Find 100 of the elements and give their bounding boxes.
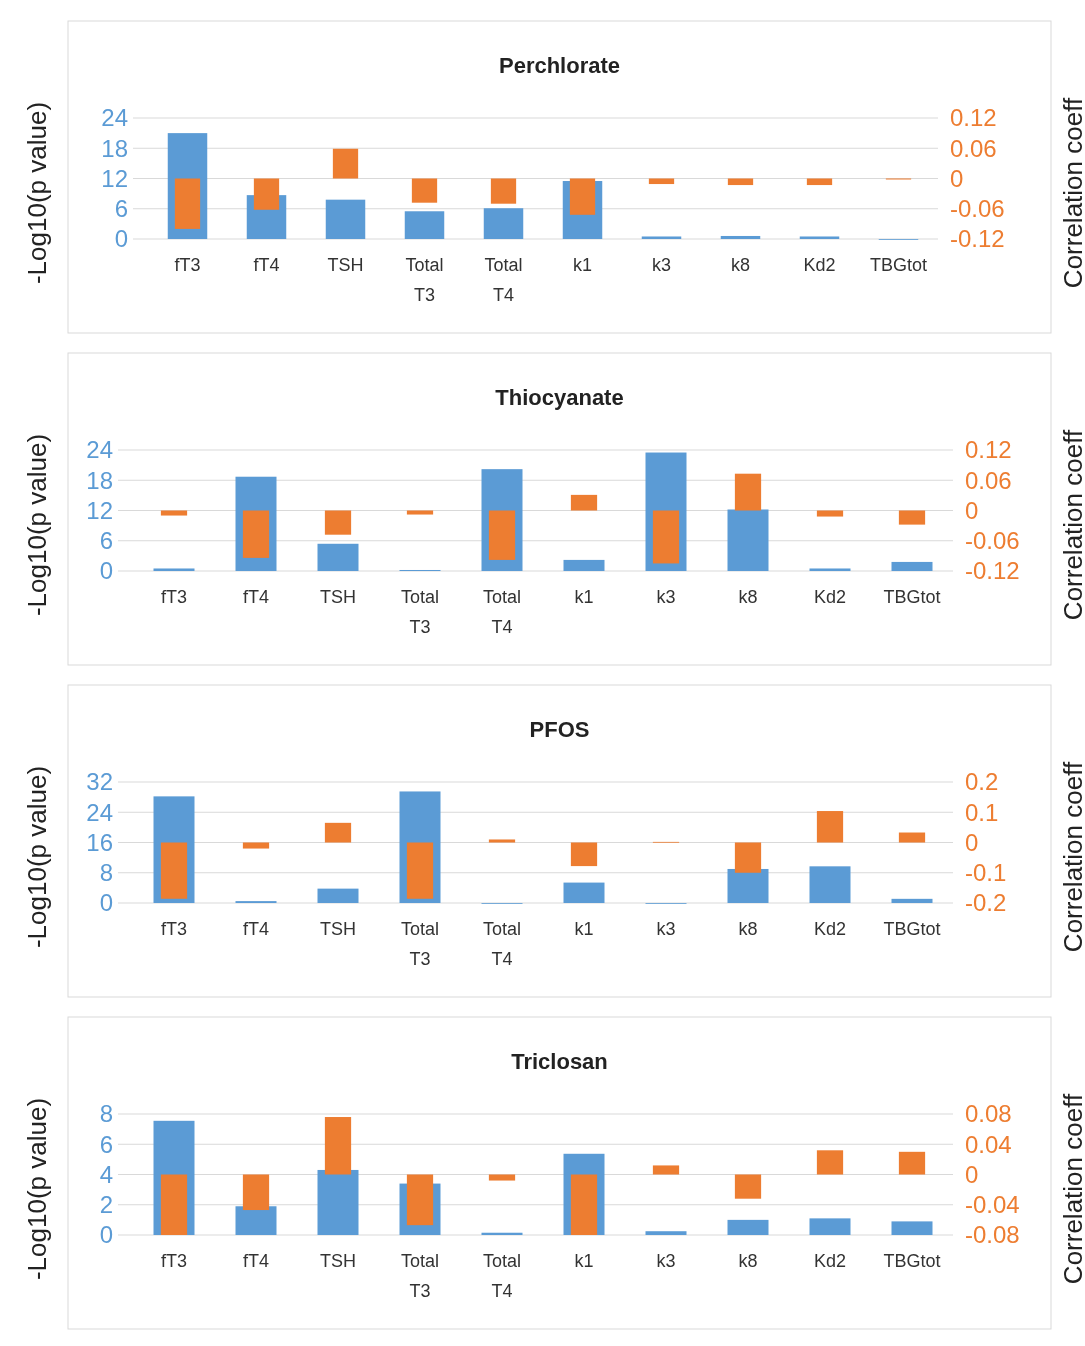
y-tick-label: 0: [99, 557, 113, 585]
y-axis-title: -Log10(p value): [22, 1097, 52, 1281]
x-tick-label: k1: [574, 587, 594, 607]
y2-tick-label: -0.06: [950, 195, 1005, 223]
x-tick-label: k1: [572, 255, 593, 275]
y2-tick-label: -0.12: [950, 225, 1005, 253]
x-tick-label: k1: [574, 919, 594, 939]
bar: [563, 559, 605, 571]
bar: [570, 1174, 598, 1235]
bar: [488, 1174, 516, 1181]
y2-axis-title: Correlation coeff: [1058, 761, 1085, 953]
y-tick-label: 0: [99, 1221, 113, 1249]
bar: [563, 882, 605, 903]
chart-title: Thiocyanate: [495, 385, 624, 410]
y-tick-label: 18: [86, 466, 113, 494]
x-tick-label: TBGtot: [869, 255, 928, 275]
chart-title: PFOS: [529, 717, 590, 742]
bar: [891, 898, 933, 903]
y2-tick-label: 0.08: [965, 1100, 1012, 1128]
x-tick-label: TSH: [327, 255, 364, 275]
x-tick-label: k3: [656, 1251, 676, 1271]
x-tick-label: fT3: [160, 919, 188, 939]
x-tick-label: fT4: [242, 1251, 270, 1271]
bar: [160, 842, 188, 899]
y2-tick-label: 0: [965, 828, 979, 856]
y2-tick-label: -0.08: [965, 1221, 1020, 1249]
bar: [898, 1151, 926, 1175]
bar: [483, 208, 524, 239]
bar: [645, 1231, 687, 1235]
y-axis-title: -Log10(p value): [22, 765, 52, 949]
x-tick-label: Total T3: [400, 919, 440, 969]
x-tick-label: Total T4: [484, 255, 523, 305]
bar: [160, 510, 188, 516]
x-tick-label: TSH: [320, 919, 356, 939]
x-tick-label: k3: [651, 255, 672, 275]
bar: [488, 839, 516, 843]
x-tick-label: Total T4: [482, 587, 522, 637]
y2-tick-label: 0: [965, 496, 979, 524]
bar: [324, 822, 352, 843]
bar: [153, 568, 195, 571]
bar: [816, 510, 844, 517]
bar: [652, 1165, 680, 1175]
bar: [317, 888, 359, 903]
y-tick-label: 8: [99, 859, 113, 887]
bar: [570, 494, 598, 511]
chart-title: Triclosan: [511, 1049, 608, 1074]
y-tick-label: 12: [86, 496, 113, 524]
y2-tick-label: -0.12: [965, 557, 1020, 585]
y2-tick-label: -0.1: [965, 859, 1007, 887]
bar: [488, 510, 516, 560]
y-tick-label: 24: [86, 798, 113, 826]
bar: [816, 1150, 844, 1175]
x-tick-label: TBGtot: [883, 587, 941, 607]
bar: [652, 510, 680, 564]
y2-tick-label: 0.12: [950, 104, 997, 132]
x-tick-label: fT3: [160, 587, 188, 607]
x-tick-label: k8: [730, 255, 751, 275]
y-tick-label: 6: [114, 195, 128, 223]
y-tick-label: 16: [86, 828, 113, 856]
y-tick-label: 8: [99, 1100, 113, 1128]
x-tick-label: TSH: [320, 587, 356, 607]
x-tick-label: Kd2: [803, 255, 836, 275]
x-tick-label: k3: [656, 919, 676, 939]
y2-tick-label: 0.04: [965, 1130, 1012, 1158]
bar: [242, 842, 270, 849]
x-tick-label: Kd2: [813, 587, 847, 607]
y2-tick-label: 0.06: [965, 466, 1012, 494]
y2-axis-title: Correlation coeff: [1058, 1093, 1085, 1285]
x-tick-label: fT4: [253, 255, 280, 275]
bar: [898, 832, 926, 843]
x-tick-label: Kd2: [813, 919, 847, 939]
bar: [317, 543, 359, 571]
y-tick-label: 4: [99, 1160, 113, 1188]
bar: [891, 561, 933, 571]
bar: [898, 510, 926, 525]
y2-tick-label: 0.06: [950, 134, 997, 162]
x-tick-label: k8: [738, 587, 758, 607]
x-tick-label: fT3: [160, 1251, 188, 1271]
bar: [404, 211, 445, 239]
y-tick-label: 18: [101, 134, 128, 162]
x-tick-label: Total T3: [405, 255, 444, 305]
x-tick-label: Total T3: [400, 1251, 440, 1301]
y-tick-label: 12: [101, 164, 128, 192]
x-tick-label: Total T4: [482, 919, 522, 969]
y-tick-label: 0: [99, 889, 113, 917]
y2-tick-label: 0: [965, 1160, 979, 1188]
x-tick-label: TBGtot: [883, 1251, 941, 1271]
bar: [160, 1174, 188, 1235]
x-tick-label: fT3: [174, 255, 201, 275]
y-tick-label: 24: [86, 436, 113, 464]
x-tick-label: fT4: [242, 919, 270, 939]
x-tick-label: TSH: [320, 1251, 356, 1271]
bar: [727, 1219, 769, 1236]
bar: [406, 842, 434, 899]
x-tick-label: k8: [738, 919, 758, 939]
x-tick-label: TBGtot: [883, 919, 941, 939]
y-tick-label: 32: [86, 768, 113, 796]
bar: [325, 199, 366, 239]
x-tick-label: k1: [574, 1251, 594, 1271]
y2-axis-title: Correlation coeff: [1058, 97, 1085, 289]
